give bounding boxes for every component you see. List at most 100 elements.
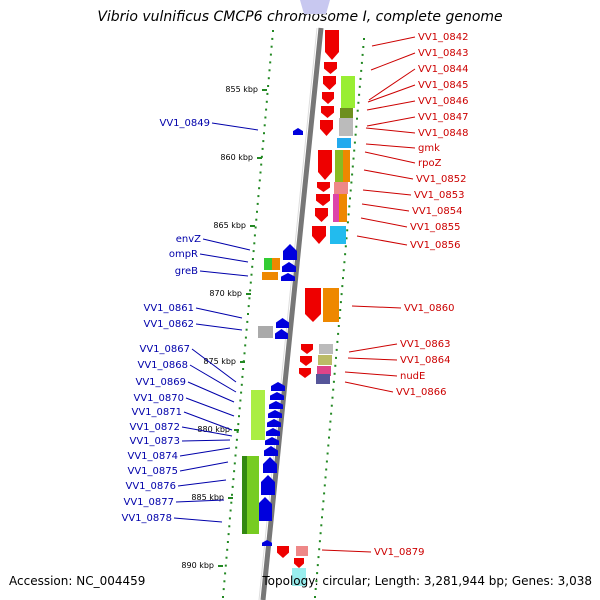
category-box xyxy=(292,568,306,586)
reverse-gene-arrow xyxy=(271,382,285,391)
kbp-tick-865-kbp xyxy=(250,225,255,227)
gene-label-vv1-0875[interactable]: VV1_0875 xyxy=(128,466,179,477)
gene-label-vv1-0864[interactable]: VV1_0864 xyxy=(400,355,451,366)
category-box xyxy=(323,288,339,322)
reverse-gene-arrow xyxy=(276,318,289,328)
gene-label-vv1-0873[interactable]: VV1_0873 xyxy=(130,436,181,447)
forward-gene-arrow xyxy=(325,30,339,60)
category-box xyxy=(258,326,273,338)
kbp-label-865-kbp: 865 kbp xyxy=(213,221,246,230)
category-box xyxy=(339,194,347,222)
gene-label-vv1-0854[interactable]: VV1_0854 xyxy=(412,206,463,217)
gene-label-vv1-0878[interactable]: VV1_0878 xyxy=(122,513,173,524)
kbp-tick-860-kbp xyxy=(257,157,262,159)
category-box xyxy=(264,258,272,270)
kbp-tick-875-kbp xyxy=(240,361,245,363)
gene-label-rpoz[interactable]: rpoZ xyxy=(418,158,442,169)
category-box xyxy=(337,138,351,148)
category-box xyxy=(262,272,278,280)
gene-label-vv1-0843[interactable]: VV1_0843 xyxy=(418,48,469,59)
reverse-gene-arrow xyxy=(267,419,281,427)
accession-text: Accession: NC_004459 xyxy=(9,574,146,588)
gene-label-vv1-0844[interactable]: VV1_0844 xyxy=(418,64,469,75)
gene-label-vv1-0846[interactable]: VV1_0846 xyxy=(418,96,469,107)
category-box xyxy=(335,150,343,182)
reverse-gene-arrow xyxy=(263,457,277,473)
category-box xyxy=(251,390,265,440)
reverse-gene-arrow xyxy=(283,244,297,260)
forward-gene-arrow xyxy=(277,546,289,558)
category-box xyxy=(343,150,350,182)
genome-summary-text: Topology: circular; Length: 3,281,944 bp… xyxy=(262,574,592,588)
category-box xyxy=(334,182,348,194)
kbp-tick-855-kbp xyxy=(262,89,267,91)
reverse-gene-arrow xyxy=(270,392,284,400)
forward-gene-arrow xyxy=(322,92,334,104)
gene-label-vv1-0874[interactable]: VV1_0874 xyxy=(128,451,179,462)
forward-gene-arrow xyxy=(305,288,321,322)
gene-label-vv1-0876[interactable]: VV1_0876 xyxy=(126,481,177,492)
gene-label-vv1-0848[interactable]: VV1_0848 xyxy=(418,128,469,139)
reverse-gene-arrow xyxy=(275,329,288,339)
reverse-gene-arrow xyxy=(258,497,272,521)
gene-label-vv1-0879[interactable]: VV1_0879 xyxy=(374,547,425,558)
gene-label-vv1-0866[interactable]: VV1_0866 xyxy=(396,387,447,398)
kbp-tick-890-kbp xyxy=(218,565,223,567)
gene-labels: VV1_0842 VV1_0843 VV1_0844 VV1_0845 VV1_0846… xyxy=(122,32,469,558)
gene-label-vv1-0863[interactable]: VV1_0863 xyxy=(400,339,451,350)
gene-label-vv1-0871[interactable]: VV1_0871 xyxy=(132,407,183,418)
forward-gene-arrow xyxy=(312,226,326,244)
gene-label-vv1-0877[interactable]: VV1_0877 xyxy=(124,497,175,508)
gene-label-vv1-0853[interactable]: VV1_0853 xyxy=(414,190,465,201)
gene-label-vv1-0852[interactable]: VV1_0852 xyxy=(416,174,467,185)
kbp-tick-880-kbp xyxy=(234,429,239,431)
kbp-label-855-kbp: 855 kbp xyxy=(225,85,258,94)
category-box xyxy=(272,258,280,270)
gene-label-vv1-0860[interactable]: VV1_0860 xyxy=(404,303,455,314)
forward-gene-arrow xyxy=(316,194,330,206)
gene-label-envz[interactable]: envZ xyxy=(176,234,201,245)
reverse-gene-arrow xyxy=(264,446,278,456)
gene-label-vv1-0847[interactable]: VV1_0847 xyxy=(418,112,469,123)
gene-label-vv1-0842[interactable]: VV1_0842 xyxy=(418,32,469,43)
reverse-gene-arrow xyxy=(269,401,283,409)
gene-label-vv1-0867[interactable]: VV1_0867 xyxy=(140,344,191,355)
category-box xyxy=(319,344,333,354)
gene-label-vv1-0856[interactable]: VV1_0856 xyxy=(410,240,461,251)
kbp-tick-885-kbp xyxy=(228,497,233,499)
category-box xyxy=(317,366,331,376)
gene-label-vv1-0845[interactable]: VV1_0845 xyxy=(418,80,469,91)
category-box xyxy=(333,194,339,222)
gene-label-vv1-0862[interactable]: VV1_0862 xyxy=(144,319,195,330)
gene-label-vv1-0861[interactable]: VV1_0861 xyxy=(144,303,195,314)
gene-label-vv1-0872[interactable]: VV1_0872 xyxy=(130,422,181,433)
kbp-label-870-kbp: 870 kbp xyxy=(209,289,242,298)
reverse-gene-arrow xyxy=(265,437,279,445)
gene-label-vv1-0855[interactable]: VV1_0855 xyxy=(410,222,461,233)
forward-gene-arrow xyxy=(320,120,333,136)
forward-gene-arrow xyxy=(300,356,312,366)
forward-gene-arrow xyxy=(323,76,336,90)
category-box xyxy=(242,456,247,534)
gene-label-greb[interactable]: greB xyxy=(175,266,198,277)
kbp-label-885-kbp: 885 kbp xyxy=(191,493,224,502)
gene-label-nude[interactable]: nudE xyxy=(400,371,425,382)
gene-label-vv1-0849[interactable]: VV1_0849 xyxy=(160,118,211,129)
gene-label-vv1-0870[interactable]: VV1_0870 xyxy=(134,393,185,404)
gene-label-gmk[interactable]: gmk xyxy=(418,143,440,154)
forward-gene-arrow xyxy=(301,344,313,354)
forward-gene-arrow xyxy=(294,558,304,568)
category-box xyxy=(330,226,346,244)
reverse-gene-arrow xyxy=(261,475,275,495)
reverse-gene-arrow xyxy=(293,128,303,135)
reverse-gene-arrow xyxy=(268,410,282,418)
gene-label-vv1-0868[interactable]: VV1_0868 xyxy=(138,360,189,371)
gene-label-vv1-0869[interactable]: VV1_0869 xyxy=(136,377,187,388)
partial-gene-top xyxy=(300,0,330,14)
forward-gene-arrow xyxy=(315,208,328,222)
gene-label-ompr[interactable]: ompR xyxy=(169,249,198,260)
category-box xyxy=(339,118,353,136)
genome-backbone xyxy=(260,27,324,600)
kbp-label-875-kbp: 875 kbp xyxy=(203,357,236,366)
forward-gene-arrow xyxy=(299,368,311,378)
